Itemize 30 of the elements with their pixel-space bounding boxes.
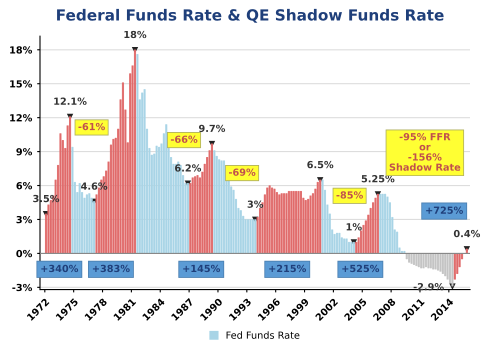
y-tick-label: 9% — [16, 148, 32, 156]
annotation: +383% — [92, 264, 130, 272]
y-tick-label: 0% — [16, 250, 32, 258]
annotation: 6.2% — [175, 164, 202, 172]
annotation: +145% — [183, 264, 220, 272]
annotation: 5.25% — [362, 175, 394, 182]
annotation: -61% — [78, 122, 105, 130]
annotation: -85% — [336, 191, 363, 199]
annotation: +340% — [41, 264, 78, 272]
chart-title: Federal Funds Rate & QE Shadow Funds Rate — [57, 8, 444, 23]
annotation: 18% — [124, 30, 146, 38]
y-tick-label: 6% — [16, 182, 32, 190]
y-tick-label: -3% — [12, 284, 32, 292]
annotation: +725% — [426, 206, 463, 214]
legend-label: Fed Funds Rate — [226, 331, 300, 339]
y-tick-label: 15% — [10, 80, 32, 88]
y-tick-label: 3% — [16, 216, 32, 224]
annotation: 12.1% — [54, 98, 87, 105]
annotation: 9.7% — [198, 124, 226, 132]
annotation: -66% — [170, 136, 198, 143]
annotation: 1% — [346, 223, 362, 230]
annotation: -69% — [228, 168, 256, 176]
annotation: -95% FFR or -156% Shadow Rate — [390, 133, 460, 171]
annotation: 6.5% — [307, 160, 334, 168]
y-tick-label: 12% — [10, 114, 32, 122]
annotation: -2.9% — [414, 283, 444, 290]
annotation: 0.4% — [454, 230, 480, 238]
annotation: +525% — [342, 264, 380, 272]
annotation: +215% — [269, 264, 306, 272]
y-tick-label: 18% — [10, 46, 32, 54]
